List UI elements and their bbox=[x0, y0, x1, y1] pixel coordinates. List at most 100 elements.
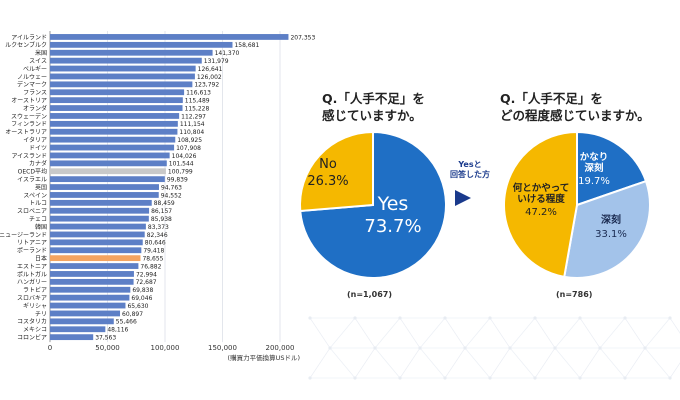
category-label: トルコ bbox=[29, 200, 47, 207]
category-label: ポルトガル bbox=[17, 270, 47, 278]
category-label: コロンビア bbox=[17, 334, 47, 342]
bar bbox=[50, 247, 142, 254]
category-label: フランス bbox=[23, 90, 47, 97]
x-tick-label: 50,000 bbox=[95, 344, 120, 352]
pie-slice bbox=[503, 130, 578, 279]
arrow-label-line1: Yesと bbox=[458, 160, 482, 169]
bar bbox=[50, 294, 130, 301]
x-tick-label: 150,000 bbox=[208, 344, 237, 352]
value-label: 60,897 bbox=[122, 311, 143, 318]
category-label: ニュージーランド bbox=[0, 232, 47, 239]
value-label: 104,026 bbox=[172, 153, 197, 160]
value-label: 107,908 bbox=[176, 145, 201, 152]
value-label: 115,489 bbox=[185, 98, 210, 105]
slice-label: いける程度 bbox=[517, 193, 565, 205]
value-label: 83,373 bbox=[148, 224, 169, 231]
bar bbox=[50, 278, 134, 285]
category-label: デンマーク bbox=[17, 81, 47, 89]
bar bbox=[50, 160, 167, 167]
value-label: 112,297 bbox=[181, 113, 206, 120]
value-label: 101,544 bbox=[169, 161, 194, 168]
slice-label: Yes bbox=[377, 193, 409, 215]
bar bbox=[50, 192, 159, 198]
slice-label: かなり bbox=[580, 152, 609, 163]
category-label: メキシコ bbox=[23, 327, 47, 334]
bar bbox=[50, 81, 193, 88]
pie2-title-line2: どの程度感じていますか。 bbox=[500, 108, 650, 123]
category-label: ラトビア bbox=[23, 286, 47, 294]
pie1-title: Q.「人手不足」を 感じていますか。 bbox=[322, 90, 425, 124]
pie2-title: Q.「人手不足」を どの程度感じていますか。 bbox=[500, 90, 650, 124]
category-label: 英国 bbox=[35, 183, 47, 191]
pie1-n-label: (n=1,067) bbox=[347, 290, 393, 299]
bar bbox=[50, 49, 213, 56]
category-label: ノルウェー bbox=[17, 73, 47, 81]
category-label: ハンガリー bbox=[17, 278, 47, 286]
category-label: オランダ bbox=[23, 104, 47, 112]
category-label: イスラエル bbox=[17, 177, 47, 184]
bar bbox=[50, 73, 195, 80]
x-tick-label: 100,000 bbox=[151, 344, 180, 352]
value-label: 69,046 bbox=[131, 295, 152, 302]
slice-value-label: 26.3% bbox=[307, 174, 348, 189]
bar bbox=[50, 310, 121, 317]
value-label: 108,925 bbox=[177, 137, 202, 144]
bar bbox=[50, 34, 289, 40]
pie1-title-line1: Q.「人手不足」を bbox=[322, 91, 425, 106]
bar bbox=[50, 215, 149, 222]
value-label: 82,346 bbox=[147, 232, 168, 239]
value-label: 79,418 bbox=[143, 248, 164, 255]
unit-label: (購買力平価換算USドル) bbox=[228, 353, 300, 362]
pie2-n-label: (n=786) bbox=[556, 290, 593, 299]
value-label: 85,938 bbox=[151, 216, 172, 223]
value-label: 88,459 bbox=[154, 200, 175, 207]
category-label: コスタリカ bbox=[17, 318, 47, 326]
bar bbox=[50, 65, 196, 72]
value-label: 111,154 bbox=[180, 121, 205, 128]
bar bbox=[50, 152, 170, 159]
value-label: 94,552 bbox=[161, 192, 182, 199]
category-label: ポーランド bbox=[17, 247, 47, 255]
pie-slice bbox=[563, 179, 651, 279]
category-label: チェコ bbox=[29, 216, 47, 223]
value-label: 126,002 bbox=[197, 74, 222, 81]
category-label: 日本 bbox=[35, 255, 47, 263]
category-label: ギリシャ bbox=[23, 303, 47, 310]
bar bbox=[50, 318, 114, 325]
value-label: 72,994 bbox=[136, 271, 157, 278]
category-label: イタリア bbox=[23, 136, 47, 144]
value-label: 76,882 bbox=[140, 263, 161, 270]
slice-value-label: 33.1% bbox=[595, 229, 627, 240]
value-label: 116,613 bbox=[186, 90, 211, 97]
value-label: 94,763 bbox=[161, 184, 182, 191]
category-label: スイス bbox=[29, 58, 47, 65]
category-label: フィンランド bbox=[11, 121, 47, 128]
bar bbox=[50, 176, 165, 183]
category-label: スウェーデン bbox=[11, 112, 47, 120]
value-label: 72,687 bbox=[136, 279, 157, 286]
category-label: オーストラリア bbox=[5, 129, 47, 136]
category-label: OECD平均 bbox=[18, 168, 47, 176]
slice-label: No bbox=[319, 157, 337, 172]
slice-value-label: 47.2% bbox=[525, 207, 557, 218]
category-label: スロベニア bbox=[17, 208, 47, 215]
bar-chart: 0 50,000 100,000 150,000 200,000 アイルランド 207,35… bbox=[0, 31, 315, 362]
bar bbox=[50, 105, 183, 111]
bar bbox=[50, 57, 202, 64]
category-label: オーストリア bbox=[11, 98, 47, 105]
category-label: スペイン bbox=[23, 192, 47, 199]
bar bbox=[50, 41, 233, 48]
slice-label: 何とかやって bbox=[513, 182, 570, 194]
x-tick-label: 0 bbox=[48, 344, 52, 352]
x-tick-label: 200,000 bbox=[266, 344, 295, 352]
bar bbox=[50, 97, 183, 104]
bar bbox=[50, 271, 134, 277]
value-label: 86,157 bbox=[151, 208, 172, 215]
value-label: 65,630 bbox=[127, 303, 148, 310]
category-label: チリ bbox=[35, 311, 47, 318]
value-label: 37,563 bbox=[95, 335, 116, 342]
category-label: ルクセンブルク bbox=[5, 41, 47, 49]
bar bbox=[50, 239, 143, 246]
